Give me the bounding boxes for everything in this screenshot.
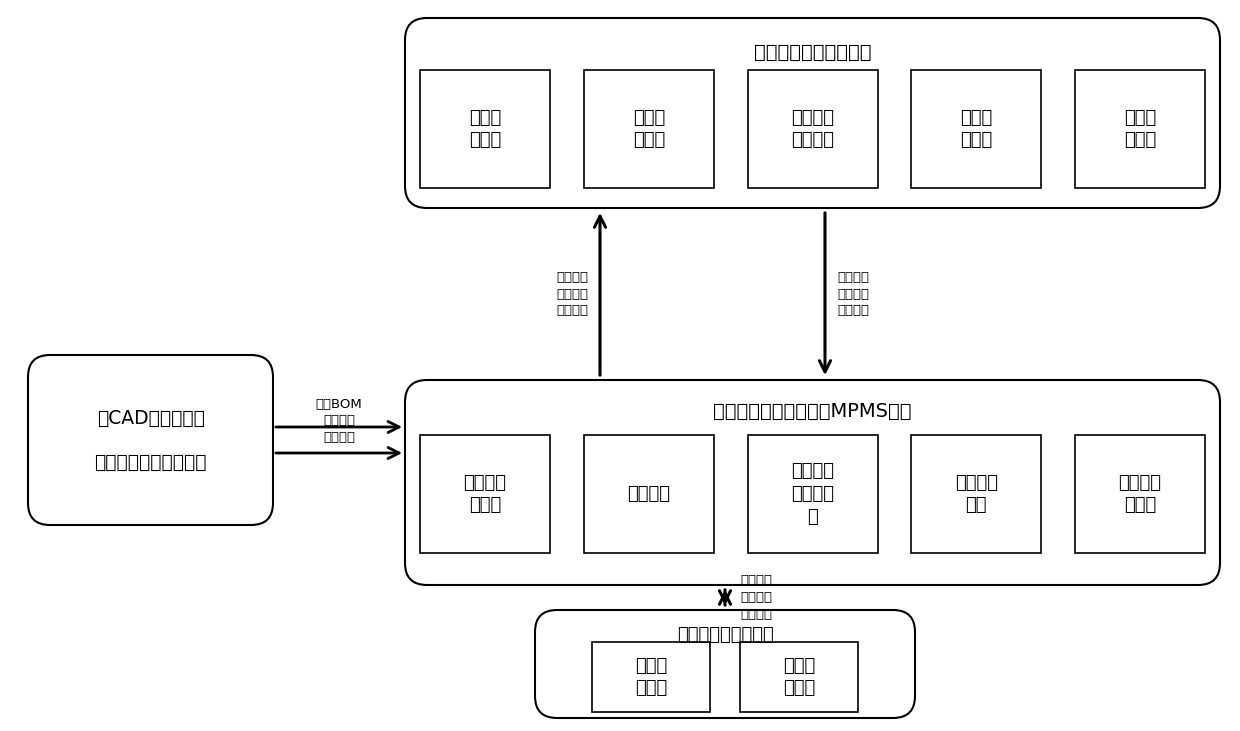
- Text: 数据管理: 数据管理: [627, 485, 671, 503]
- FancyBboxPatch shape: [911, 70, 1042, 188]
- Text: 焊接应
力分析: 焊接应 力分析: [960, 108, 992, 149]
- Text: 工艺模型
工艺资源
装配顺序: 工艺模型 工艺资源 装配顺序: [556, 271, 588, 317]
- Text: 设计BOM
设计模型
制造信息: 设计BOM 设计模型 制造信息: [316, 398, 362, 444]
- Text: 工艺知识
典型工艺
经验技巧: 工艺知识 典型工艺 经验技巧: [740, 575, 773, 621]
- Text: 仿真视频
仿真结果
优化方案: 仿真视频 仿真结果 优化方案: [837, 271, 869, 317]
- Text: （典型工艺知识库）: （典型工艺知识库）: [677, 626, 774, 644]
- Text: 焊接变
形分析: 焊接变 形分析: [1123, 108, 1156, 149]
- FancyBboxPatch shape: [911, 435, 1042, 553]
- Text: 工艺资源
管理: 工艺资源 管理: [955, 474, 998, 515]
- FancyBboxPatch shape: [740, 642, 858, 712]
- Text: 焊接温度
云图分析: 焊接温度 云图分析: [791, 108, 835, 149]
- Text: 轻量化模
型管理: 轻量化模 型管理: [1118, 474, 1162, 515]
- Text: 工艺知
识管理: 工艺知 识管理: [635, 656, 667, 697]
- FancyBboxPatch shape: [534, 610, 915, 718]
- FancyBboxPatch shape: [29, 355, 273, 525]
- Text: 工艺现场
管理与服
务: 工艺现场 管理与服 务: [791, 462, 835, 526]
- FancyBboxPatch shape: [1075, 435, 1205, 553]
- FancyBboxPatch shape: [405, 18, 1220, 208]
- Text: （CAD建模系统）: （CAD建模系统）: [97, 409, 205, 428]
- FancyBboxPatch shape: [420, 435, 551, 553]
- Text: 焊接干
涉检查: 焊接干 涉检查: [469, 108, 501, 149]
- FancyBboxPatch shape: [591, 642, 711, 712]
- Text: （制造工艺管理系统（MPMS））: （制造工艺管理系统（MPMS））: [713, 402, 911, 421]
- Text: （焊接仿真分析系统）: （焊接仿真分析系统）: [754, 43, 872, 62]
- FancyBboxPatch shape: [748, 70, 878, 188]
- Text: 装焊顺
序优化: 装焊顺 序优化: [632, 108, 665, 149]
- Text: 工艺规划
与设计: 工艺规划 与设计: [464, 474, 506, 515]
- FancyBboxPatch shape: [420, 70, 551, 188]
- Text: 工艺知
识检索: 工艺知 识检索: [782, 656, 815, 697]
- FancyBboxPatch shape: [1075, 70, 1205, 188]
- Text: （产品数据管理系统）: （产品数据管理系统）: [94, 452, 207, 471]
- FancyBboxPatch shape: [405, 380, 1220, 585]
- FancyBboxPatch shape: [584, 70, 714, 188]
- FancyBboxPatch shape: [584, 435, 714, 553]
- FancyBboxPatch shape: [748, 435, 878, 553]
